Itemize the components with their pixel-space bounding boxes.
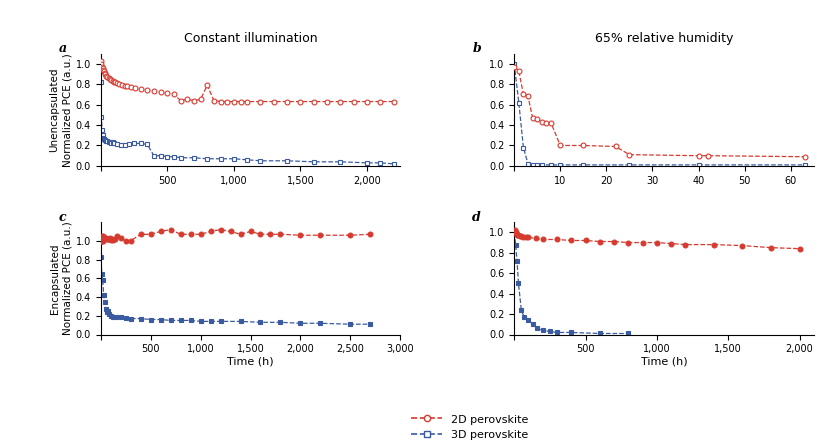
X-axis label: Time (h): Time (h)	[227, 357, 274, 367]
Y-axis label: Encapsulated
Normalized PCE (a.u.): Encapsulated Normalized PCE (a.u.)	[50, 221, 73, 335]
Text: c: c	[59, 211, 66, 224]
Title: Constant illumination: Constant illumination	[184, 33, 317, 45]
Y-axis label: Unencapsulated
Normalized PCE (a.u.): Unencapsulated Normalized PCE (a.u.)	[50, 53, 73, 167]
X-axis label: Time (h): Time (h)	[641, 357, 687, 367]
Text: a: a	[59, 42, 67, 55]
Legend: 2D perovskite, 3D perovskite: 2D perovskite, 3D perovskite	[411, 413, 529, 441]
Title: 65% relative humidity: 65% relative humidity	[595, 33, 733, 45]
Text: b: b	[472, 42, 481, 55]
Text: d: d	[472, 211, 481, 224]
